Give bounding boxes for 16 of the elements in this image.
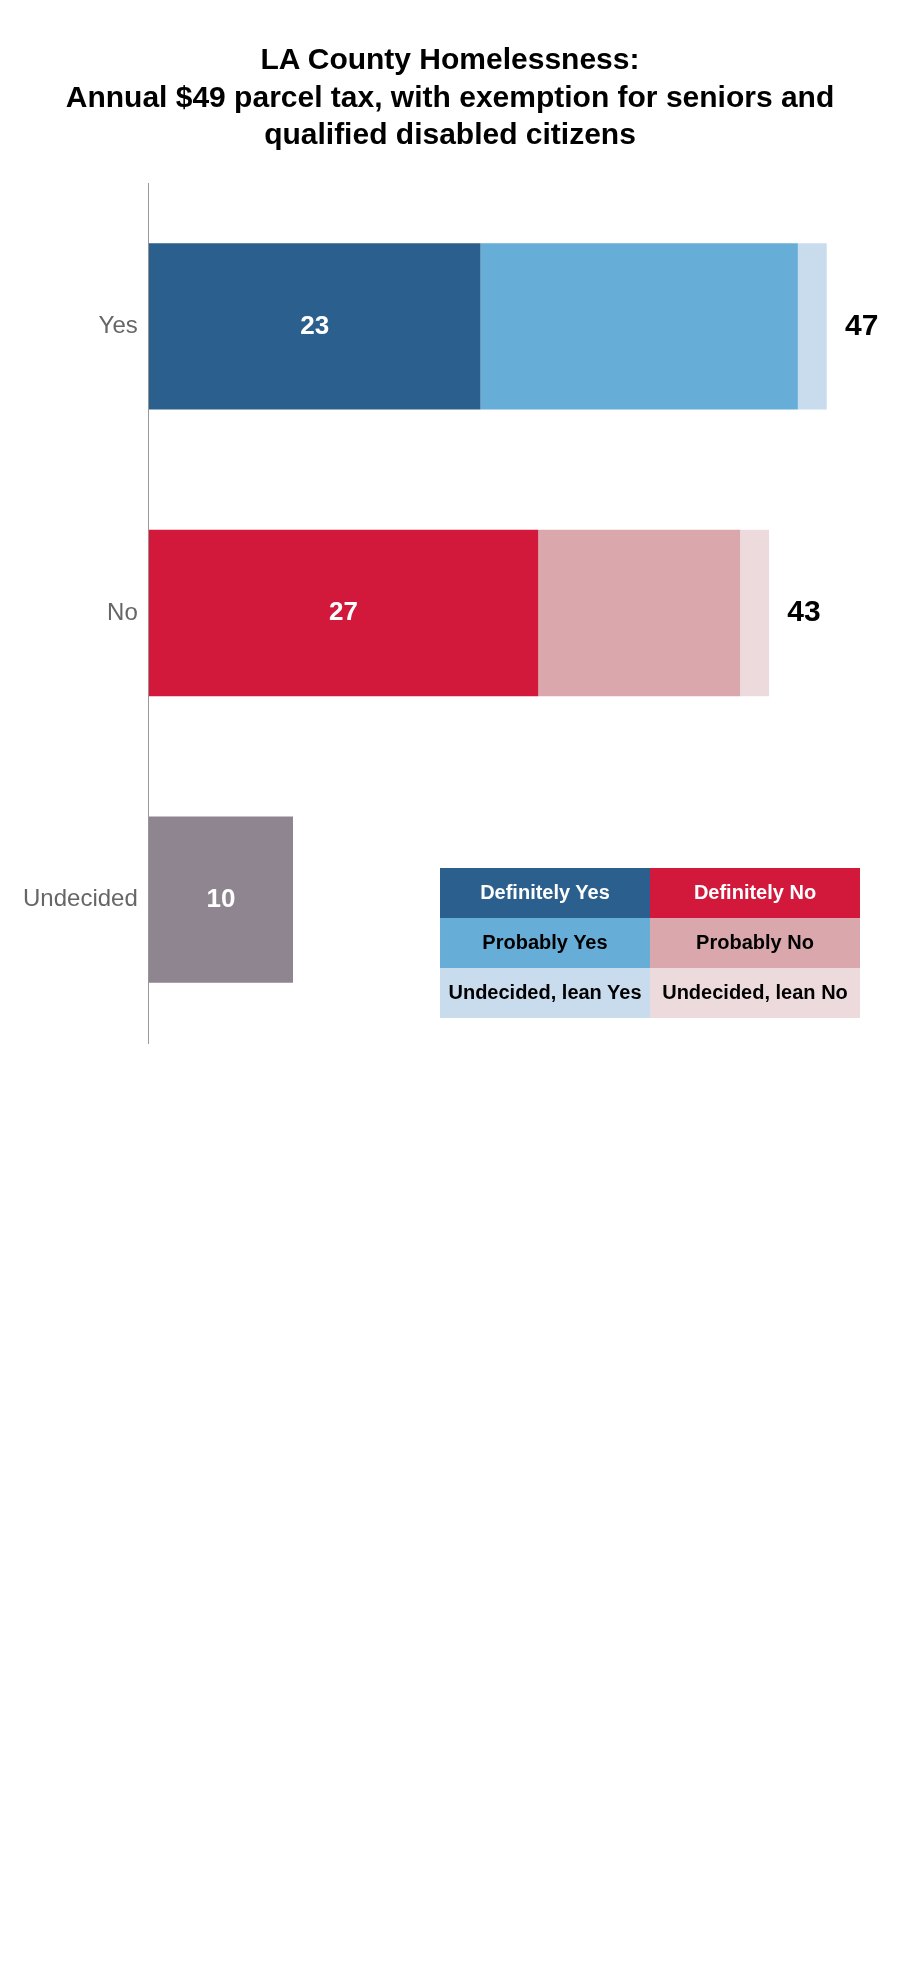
chart-title: LA County Homelessness: xyxy=(259,41,641,77)
data-label: 23 xyxy=(300,309,330,340)
data-label: 27 xyxy=(329,595,358,626)
text: Undecided, lean Yes xyxy=(440,967,650,1018)
text: Probably No xyxy=(650,917,860,968)
y-tick-label: Undecided xyxy=(23,883,138,911)
chart-subtitle: Annual $49 parcel tax, with exemption for seniors and qualified disabled citizens xyxy=(64,78,836,152)
text: Probably Yes xyxy=(440,917,650,968)
text: Undecided, lean No xyxy=(650,967,860,1018)
total-label: 43 xyxy=(787,593,821,627)
y-tick-label: Yes xyxy=(98,310,138,338)
total-label: 47 xyxy=(845,307,879,341)
text: Definitely Yes xyxy=(440,867,650,918)
text: Definitely No xyxy=(650,867,860,918)
data-label: 10 xyxy=(206,882,236,913)
y-tick-label: No xyxy=(107,597,138,625)
